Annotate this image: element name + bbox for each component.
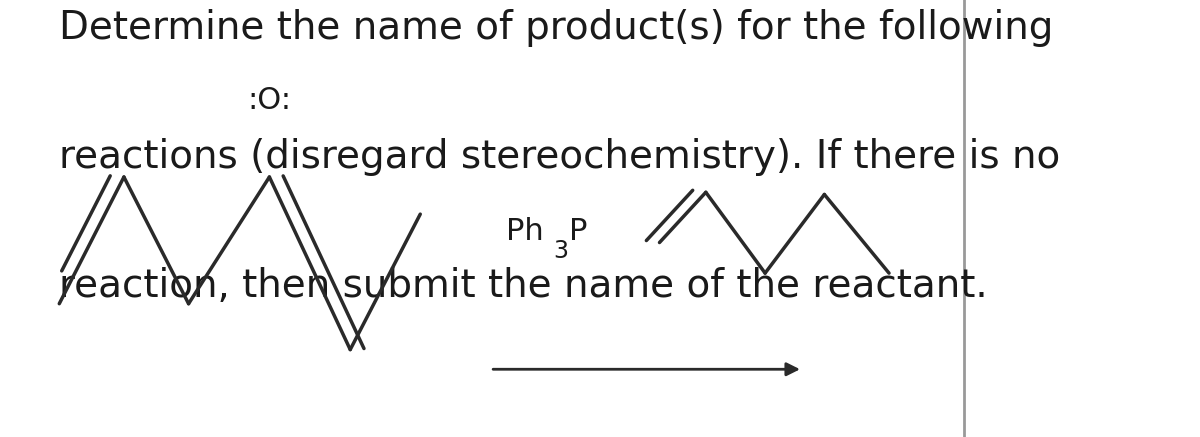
Text: reactions (disregard stereochemistry). If there is no: reactions (disregard stereochemistry). I… bbox=[59, 138, 1061, 176]
Text: reaction, then submit the name of the reactant.: reaction, then submit the name of the re… bbox=[59, 267, 988, 305]
Text: Ph: Ph bbox=[506, 217, 545, 246]
Text: 3: 3 bbox=[553, 239, 568, 263]
Text: Determine the name of product(s) for the following: Determine the name of product(s) for the… bbox=[59, 9, 1054, 47]
Text: :O:: :O: bbox=[247, 86, 292, 115]
Text: P: P bbox=[569, 217, 587, 246]
